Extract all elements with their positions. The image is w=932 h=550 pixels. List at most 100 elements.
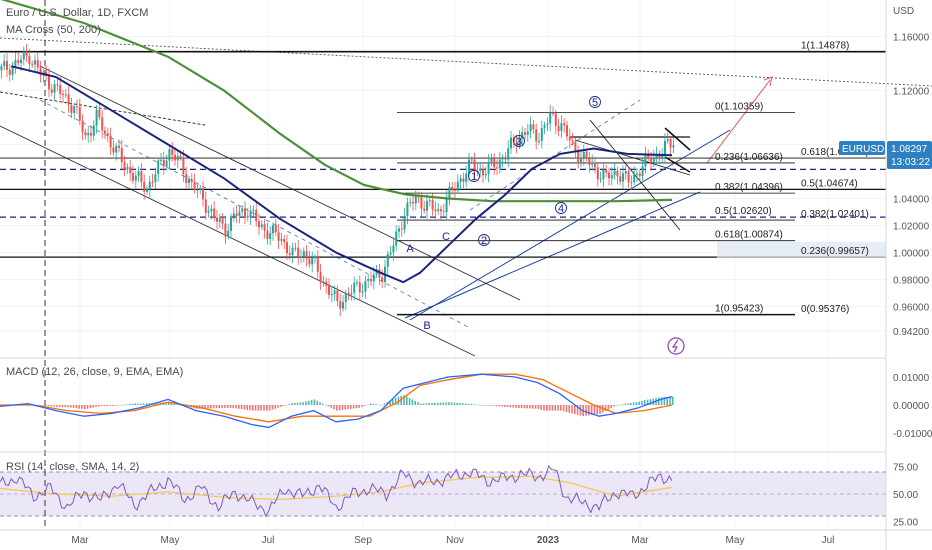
macd-histogram-bar bbox=[61, 405, 64, 408]
macd-histogram-bar bbox=[618, 404, 621, 406]
candle-body bbox=[17, 60, 20, 64]
macd-histogram-bar bbox=[408, 398, 411, 405]
candle-body bbox=[566, 125, 568, 137]
rsi-tick-label: 25.00 bbox=[893, 518, 918, 529]
candle-body bbox=[36, 60, 39, 68]
candle-body bbox=[613, 170, 616, 175]
candle-body bbox=[230, 216, 232, 231]
macd-histogram-bar bbox=[467, 403, 470, 405]
macd-tick-label: -0.01000 bbox=[893, 429, 932, 440]
macd-histogram-bar bbox=[112, 405, 114, 406]
candle-body bbox=[325, 281, 328, 286]
price-badge-countdown: 13:03:22 bbox=[891, 157, 930, 168]
candle-body bbox=[518, 138, 521, 146]
macd-histogram-bar bbox=[201, 405, 204, 409]
candle-body bbox=[134, 175, 137, 181]
candle-body bbox=[272, 225, 274, 234]
macd-histogram-bar bbox=[627, 403, 629, 405]
macd-histogram-bar bbox=[478, 404, 481, 406]
candle-body bbox=[280, 238, 283, 241]
macd-histogram-bar bbox=[607, 405, 610, 410]
candle-body bbox=[641, 166, 644, 177]
macd-histogram-bar bbox=[599, 405, 601, 415]
wave-label: C bbox=[442, 231, 450, 243]
macd-tick-label: 0.00000 bbox=[893, 401, 930, 412]
macd-histogram-bar bbox=[123, 404, 125, 406]
macd-histogram-bar bbox=[117, 405, 120, 406]
price-tick-label: 0.94200 bbox=[893, 327, 930, 338]
macd-histogram-bar bbox=[319, 402, 321, 405]
candle-body bbox=[123, 162, 126, 170]
macd-histogram-bar bbox=[341, 405, 344, 410]
macd-histogram-bar bbox=[568, 405, 570, 413]
macd-histogram-bar bbox=[352, 405, 355, 409]
lightning-icon[interactable] bbox=[667, 337, 685, 355]
candle-body bbox=[252, 209, 255, 211]
price-tick-label: 0.98000 bbox=[893, 276, 930, 287]
candle-body bbox=[434, 209, 437, 212]
candle-body bbox=[342, 302, 344, 309]
candle-body bbox=[454, 189, 456, 191]
wedge-arrow-2 bbox=[664, 156, 691, 173]
macd-histogram-bar bbox=[263, 405, 265, 411]
macd-histogram-bar bbox=[672, 396, 674, 405]
macd-histogram-bar bbox=[526, 405, 528, 409]
candle-body bbox=[266, 230, 269, 239]
price-badge-value: 1.08297 bbox=[891, 144, 928, 155]
candle-body bbox=[260, 224, 263, 228]
candle-body bbox=[568, 136, 571, 141]
candle-body bbox=[367, 278, 370, 282]
macd-histogram-bar bbox=[361, 405, 363, 407]
rsi-title: RSI (14, close, SMA, 14, 2) bbox=[6, 461, 139, 473]
candle-body bbox=[619, 176, 622, 182]
candle-body bbox=[403, 216, 406, 230]
fib-level-label: 1(0.95423) bbox=[715, 303, 763, 314]
fib-level-label: 0.618(1.00874) bbox=[715, 230, 783, 241]
candle-body bbox=[0, 66, 3, 71]
candle-body bbox=[154, 174, 157, 183]
macd-histogram-bar bbox=[165, 402, 167, 405]
macd-histogram-bar bbox=[39, 405, 41, 406]
macd-histogram-bar bbox=[439, 402, 442, 405]
macd-histogram-bar bbox=[417, 402, 419, 405]
time-axis[interactable]: Mar May Jul Sep Nov 2023 Mar May Jul bbox=[71, 535, 834, 546]
grid bbox=[0, 0, 886, 530]
candle-body bbox=[78, 106, 81, 121]
candle-body bbox=[440, 209, 442, 212]
macd-histogram-bar bbox=[106, 405, 108, 407]
candle-body bbox=[330, 294, 333, 296]
candle-body bbox=[277, 232, 280, 241]
macd-histogram-bar bbox=[140, 403, 142, 405]
candle-body bbox=[423, 208, 426, 211]
price-badge[interactable]: EURUSD 1.08297 13:03:22 bbox=[839, 141, 932, 169]
currency-label: USD bbox=[893, 6, 914, 17]
wave-label: 2 bbox=[481, 235, 487, 247]
macd-histogram-bar bbox=[86, 405, 89, 409]
macd-histogram-bar bbox=[448, 402, 450, 405]
price-axis[interactable]: 1.160001.120001.080001.040001.020001.000… bbox=[893, 33, 932, 529]
macd-histogram-bar bbox=[355, 405, 358, 409]
candle-body bbox=[669, 139, 672, 148]
macd-histogram-bar bbox=[529, 405, 531, 409]
channel-lower bbox=[0, 125, 476, 357]
candle-body bbox=[11, 65, 14, 75]
candle-body bbox=[392, 245, 395, 253]
macd-histogram-bar bbox=[78, 405, 80, 409]
macd-histogram-bar bbox=[445, 402, 447, 405]
macd-histogram-bar bbox=[257, 405, 260, 411]
candle-body bbox=[650, 157, 652, 163]
macd-histogram-bar bbox=[492, 405, 495, 406]
candle-body bbox=[490, 158, 493, 162]
candle-body bbox=[179, 155, 182, 158]
macd-histogram-bar bbox=[58, 405, 61, 407]
macd-histogram-bar bbox=[229, 405, 232, 409]
macd-histogram-bar bbox=[498, 405, 500, 407]
macd-histogram-bar bbox=[313, 399, 316, 405]
macd-histogram-bar bbox=[579, 405, 582, 416]
wave-labels: 1 2 3 4 5 A B C bbox=[406, 96, 601, 332]
price-tick-label: 1.16000 bbox=[893, 33, 930, 44]
candle-body bbox=[605, 169, 608, 173]
candle-body bbox=[8, 69, 11, 75]
candle-body bbox=[258, 221, 260, 228]
